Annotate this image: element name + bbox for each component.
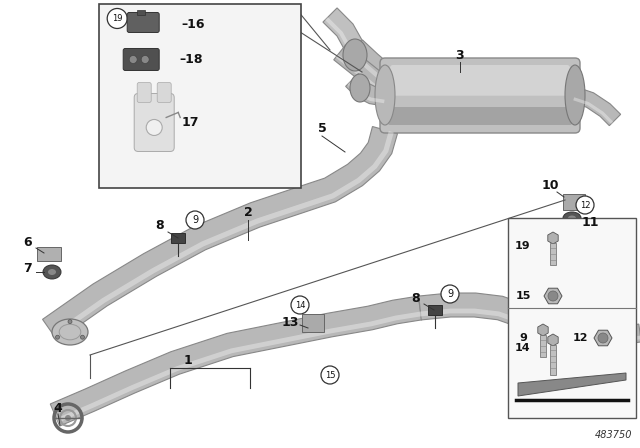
Ellipse shape — [343, 39, 367, 71]
Text: 9: 9 — [447, 289, 453, 299]
Circle shape — [65, 415, 71, 421]
Text: 11: 11 — [581, 215, 599, 228]
Ellipse shape — [563, 212, 581, 224]
Polygon shape — [548, 232, 558, 244]
Polygon shape — [573, 97, 613, 124]
FancyBboxPatch shape — [157, 82, 172, 103]
Circle shape — [186, 211, 204, 229]
Ellipse shape — [565, 65, 585, 125]
Circle shape — [68, 319, 72, 323]
FancyBboxPatch shape — [380, 58, 580, 133]
Text: 4: 4 — [54, 401, 62, 414]
Ellipse shape — [350, 74, 370, 102]
Circle shape — [146, 120, 162, 135]
Circle shape — [129, 56, 137, 64]
Text: 1: 1 — [184, 353, 193, 366]
Bar — [428, 305, 442, 315]
Polygon shape — [325, 17, 353, 52]
FancyBboxPatch shape — [390, 65, 570, 96]
Text: 3: 3 — [456, 48, 464, 61]
Text: 8: 8 — [412, 292, 420, 305]
Text: 5: 5 — [317, 121, 326, 134]
Polygon shape — [42, 126, 397, 340]
Text: 14: 14 — [515, 343, 531, 353]
Bar — [99, 4, 301, 188]
Polygon shape — [538, 324, 548, 336]
Polygon shape — [544, 288, 562, 304]
Text: 19: 19 — [515, 241, 531, 251]
Text: 6: 6 — [24, 236, 32, 249]
FancyBboxPatch shape — [134, 94, 174, 151]
Polygon shape — [572, 87, 621, 125]
Text: 2: 2 — [244, 206, 252, 219]
FancyBboxPatch shape — [123, 48, 159, 70]
Polygon shape — [420, 309, 533, 332]
Polygon shape — [56, 311, 421, 423]
Bar — [540, 335, 546, 357]
Text: 10: 10 — [541, 178, 559, 191]
Circle shape — [441, 285, 459, 303]
Circle shape — [598, 333, 608, 343]
Polygon shape — [323, 8, 364, 53]
Text: 12: 12 — [580, 201, 590, 210]
Bar — [550, 243, 556, 265]
Polygon shape — [518, 373, 626, 396]
FancyBboxPatch shape — [388, 107, 572, 125]
Circle shape — [108, 9, 127, 29]
FancyBboxPatch shape — [127, 13, 159, 33]
Polygon shape — [346, 73, 387, 106]
Polygon shape — [51, 296, 422, 426]
Text: 15: 15 — [515, 291, 531, 301]
Text: 14: 14 — [295, 301, 305, 310]
Circle shape — [141, 56, 149, 64]
Polygon shape — [605, 324, 640, 344]
Ellipse shape — [531, 318, 598, 332]
Text: –18: –18 — [179, 53, 203, 66]
Text: 7: 7 — [24, 262, 33, 275]
Bar — [137, 10, 145, 16]
Circle shape — [548, 291, 558, 301]
Text: 483750: 483750 — [595, 430, 632, 440]
Text: 13: 13 — [282, 315, 299, 328]
Circle shape — [56, 335, 60, 339]
Polygon shape — [349, 51, 383, 81]
Polygon shape — [333, 44, 391, 96]
Text: 9: 9 — [192, 215, 198, 225]
Circle shape — [576, 196, 594, 214]
Polygon shape — [594, 330, 612, 346]
FancyBboxPatch shape — [37, 247, 61, 261]
Circle shape — [81, 335, 84, 339]
Bar — [508, 218, 636, 418]
Polygon shape — [348, 82, 385, 103]
Ellipse shape — [43, 265, 61, 279]
Text: 19: 19 — [112, 14, 122, 23]
Polygon shape — [548, 334, 558, 346]
Polygon shape — [419, 293, 541, 335]
FancyBboxPatch shape — [137, 82, 151, 103]
Ellipse shape — [52, 319, 88, 345]
Polygon shape — [605, 336, 640, 341]
Text: 15: 15 — [324, 370, 335, 379]
Text: –16: –16 — [181, 18, 205, 31]
Circle shape — [291, 296, 309, 314]
Text: 8: 8 — [156, 219, 164, 232]
Polygon shape — [52, 131, 394, 337]
Ellipse shape — [568, 215, 576, 220]
Text: 9: 9 — [519, 333, 527, 343]
Polygon shape — [348, 40, 392, 83]
Ellipse shape — [529, 332, 601, 344]
Circle shape — [321, 366, 339, 384]
FancyBboxPatch shape — [302, 314, 324, 332]
Ellipse shape — [523, 305, 607, 355]
Bar — [550, 345, 556, 375]
Text: 17: 17 — [181, 116, 198, 129]
Text: 12: 12 — [572, 333, 588, 343]
Ellipse shape — [48, 269, 56, 275]
Polygon shape — [335, 54, 383, 94]
Ellipse shape — [375, 65, 395, 125]
Bar — [171, 233, 185, 243]
FancyBboxPatch shape — [563, 194, 585, 210]
